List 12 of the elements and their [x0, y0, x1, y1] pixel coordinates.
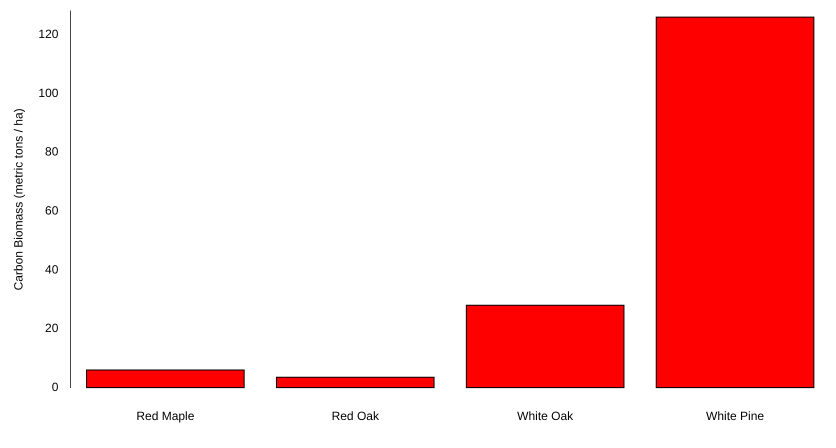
- y-tick-label: 80: [45, 144, 59, 159]
- y-tick-label: 120: [38, 27, 59, 42]
- y-tick-label: 100: [38, 86, 59, 100]
- y-tick-label: 60: [45, 203, 59, 218]
- x-tick-label: Red Maple: [136, 409, 195, 424]
- y-tick-label: 40: [45, 262, 59, 276]
- y-axis-title: Carbon Biomass (metric tons / ha): [12, 108, 26, 290]
- x-tick-label: White Oak: [517, 409, 574, 424]
- y-tick-label: 0: [52, 380, 59, 394]
- x-tick-label: White Pine: [706, 409, 764, 424]
- x-tick-label: Red Oak: [332, 409, 380, 424]
- y-tick-label: 20: [45, 321, 59, 336]
